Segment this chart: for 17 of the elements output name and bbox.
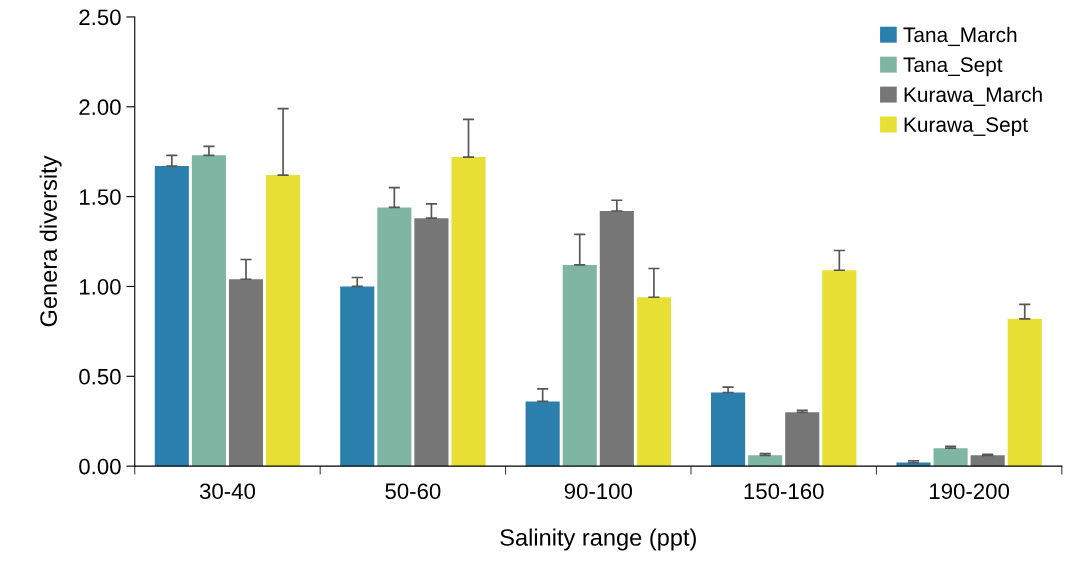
x-tick-label: 50-60 <box>385 483 441 500</box>
x-axis-title: Salinity range (ppt) <box>500 528 696 551</box>
legend-label: Kurawa_March <box>904 86 1042 106</box>
y-tick-label: 1.50 <box>80 189 121 205</box>
y-tick-label: 1.00 <box>80 278 121 295</box>
x-tick-label: 30-40 <box>199 483 256 500</box>
y-axis-title: Genera diversity <box>39 155 62 327</box>
legend-label: Tana_March <box>903 26 1017 47</box>
y-tick-label: 2.50 <box>79 9 121 26</box>
x-tick-label: 150-160 <box>744 483 824 500</box>
y-tick-label: 0.00 <box>79 458 121 475</box>
y-tick-label: 2.00 <box>79 99 121 116</box>
y-tick-label: 0.50 <box>79 368 121 385</box>
legend-label: Tana_Sept <box>903 57 1003 77</box>
x-tick-label: 90-100 <box>564 483 633 500</box>
legend-label: Kurawa_Sept <box>904 117 1028 137</box>
x-tick-label: 190-200 <box>930 483 1010 500</box>
